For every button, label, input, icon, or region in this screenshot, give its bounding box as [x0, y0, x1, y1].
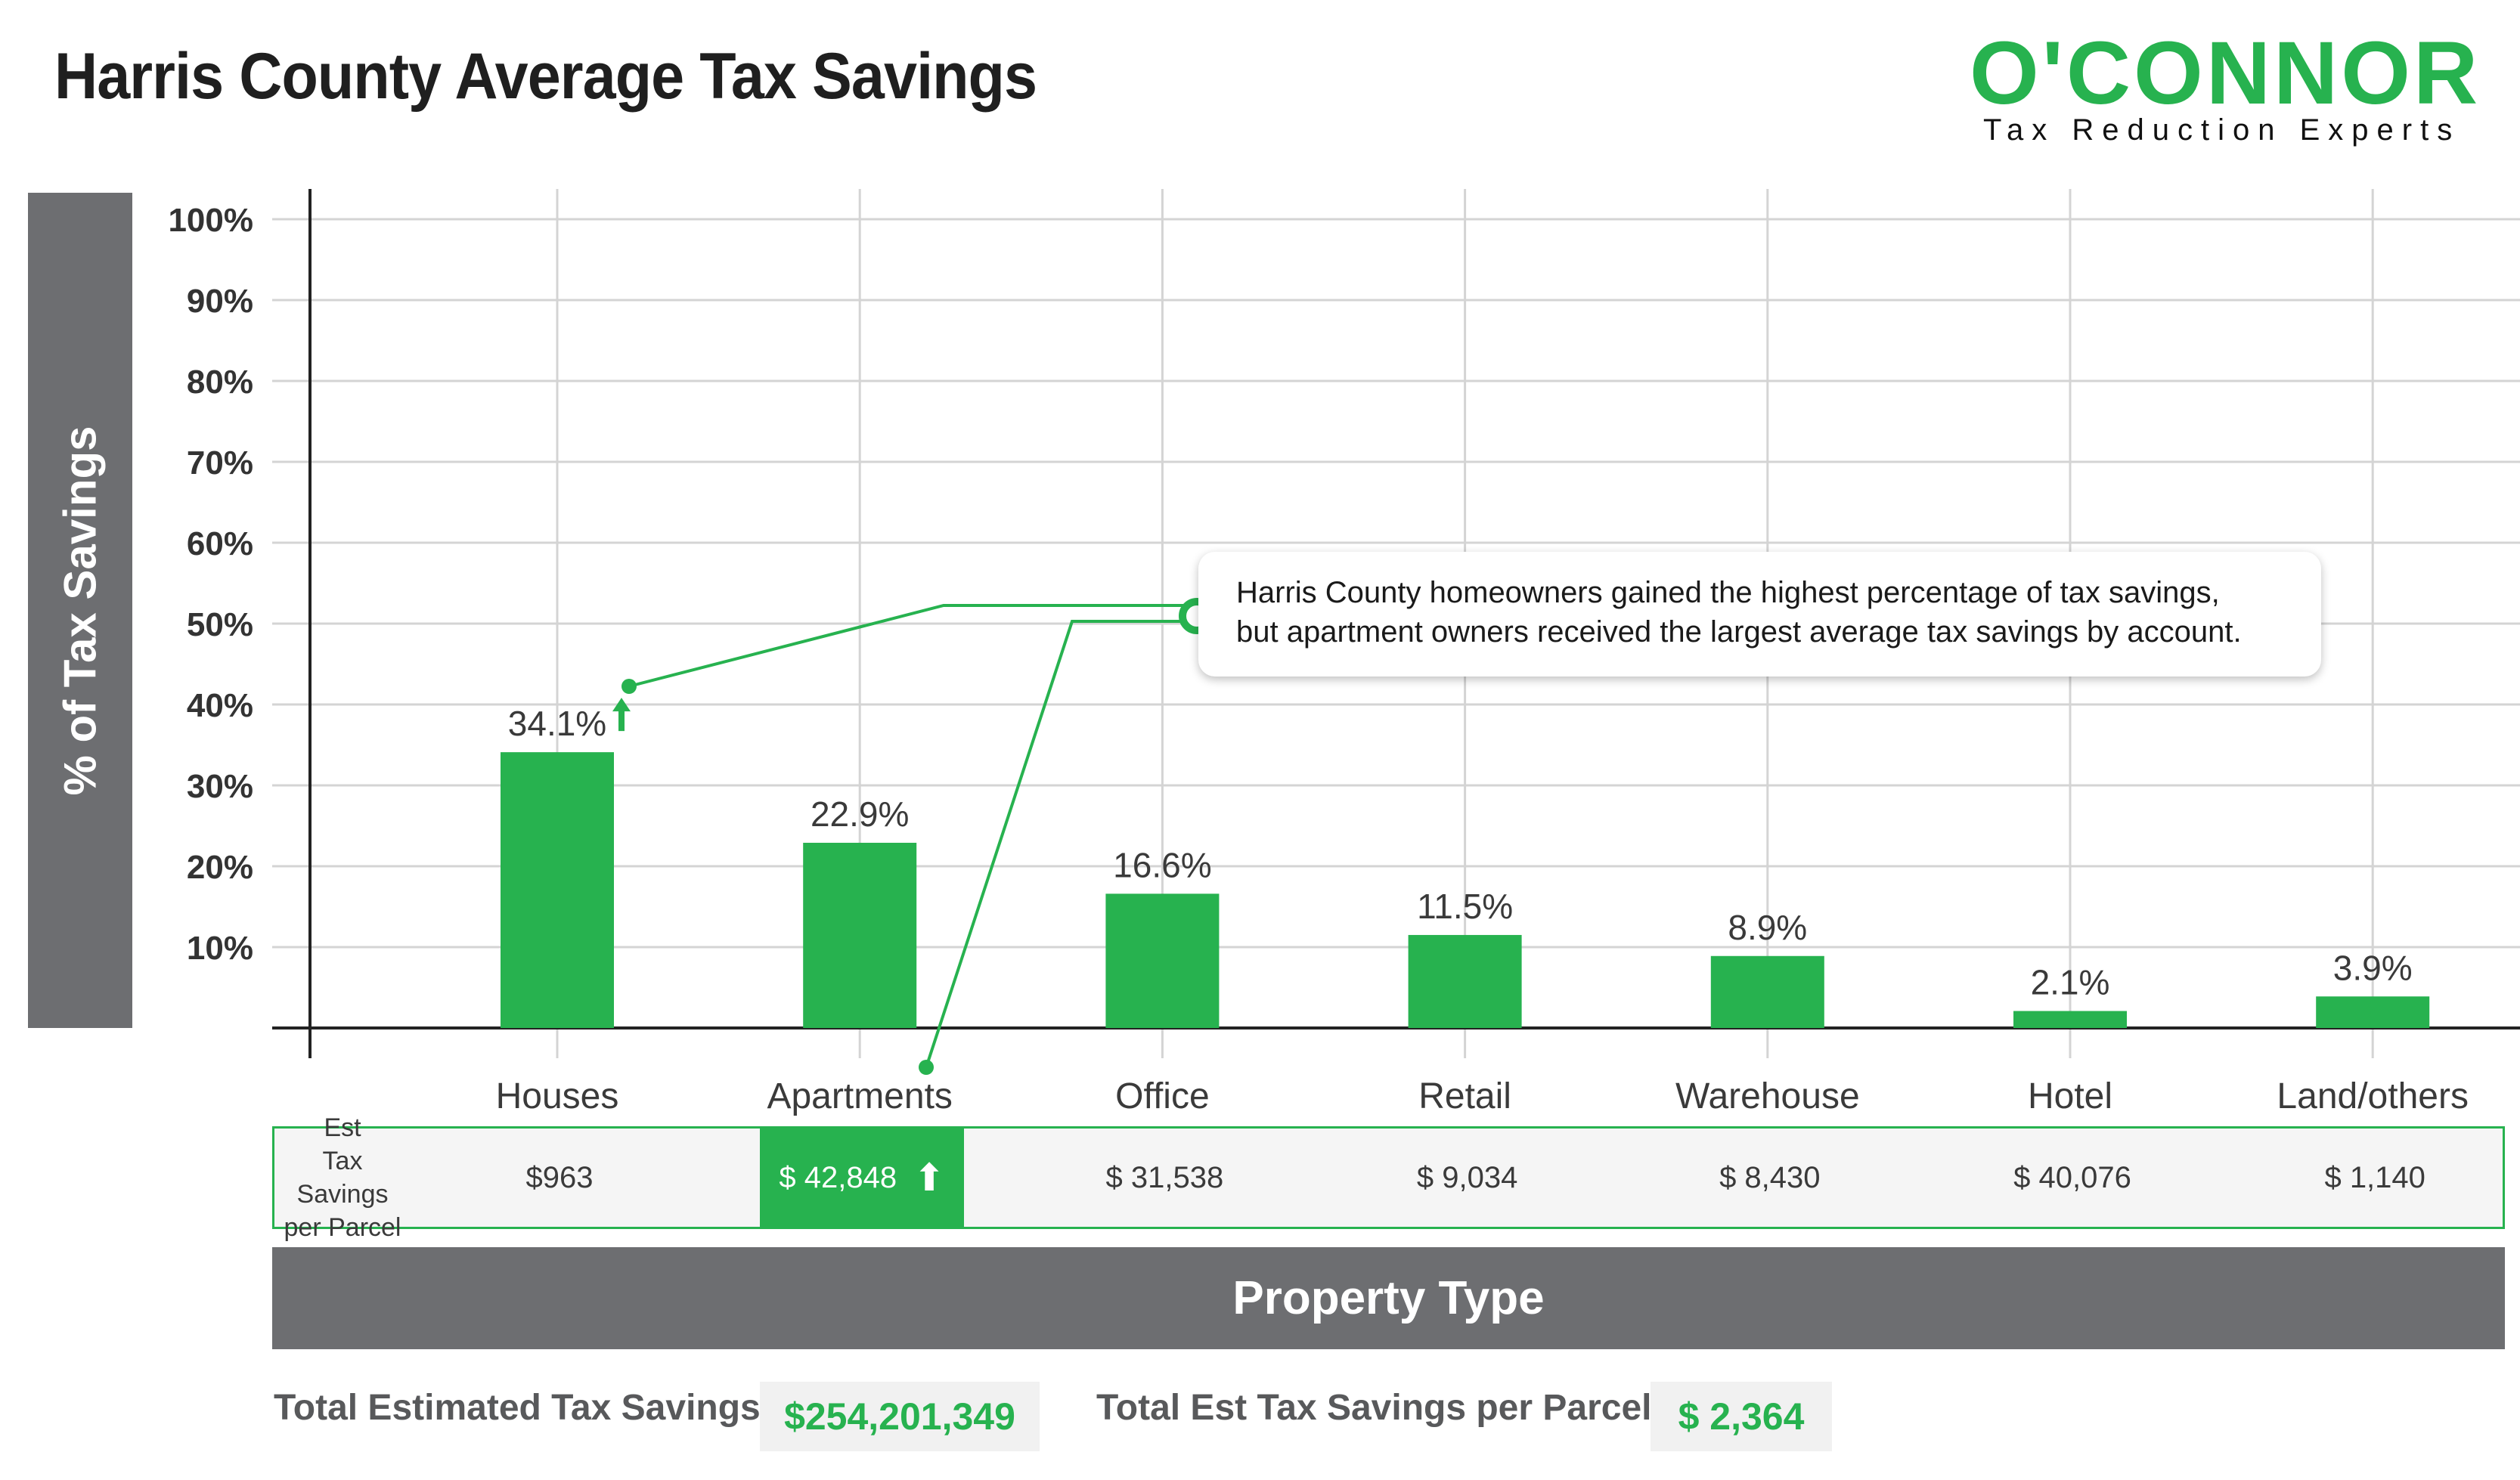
up-arrow-icon [612, 698, 631, 732]
bar-houses [501, 752, 614, 1028]
y-tick-label: 20% [187, 849, 253, 886]
bar-retail [1408, 934, 1522, 1028]
up-arrow-shaft [618, 708, 625, 732]
savings-value: $ 42,848 [779, 1160, 897, 1194]
savings-cell: $ 31,538 [1051, 1129, 1278, 1227]
bar-apartments [803, 842, 917, 1028]
chart-title: Harris County Average Tax Savings [54, 40, 1037, 113]
y-tick-label: 30% [187, 768, 253, 805]
x-axis-title: Property Type [1232, 1272, 1545, 1324]
y-tick-label: 70% [187, 444, 253, 481]
value-label: 22.9% [811, 794, 909, 834]
bar-hotel [2013, 1011, 2127, 1028]
category-labels: Houses Apartments Office Retail Warehouse Hot… [496, 1076, 2469, 1116]
savings-cell: $ 42,848 ⬆ [760, 1129, 965, 1227]
bars [501, 752, 2430, 1028]
category-label: Retail [1418, 1076, 1511, 1116]
total-savings-value: $254,201,349 [760, 1382, 1040, 1451]
bar-office [1105, 893, 1220, 1028]
connector-dot [919, 1060, 934, 1075]
callout-line-2: but apartment owners received the larges… [1236, 615, 2242, 649]
oconnor-logo: O'CONNOR Tax Reduction Experts [1970, 29, 2484, 150]
savings-cell: $ 9,034 [1354, 1129, 1581, 1227]
logo-wordmark: O'CONNOR [1970, 23, 2481, 123]
callout-line-1: Harris County homeowners gained the high… [1236, 576, 2220, 609]
category-label: Apartments [767, 1076, 952, 1116]
bar-warehouse [1710, 955, 1824, 1028]
savings-value: $ 31,538 [1105, 1160, 1224, 1194]
value-labels: 34.1% 22.9% 16.6% 11.5% 8.9% 2.1% 3.9% [508, 698, 2413, 1002]
value-label: 8.9% [1728, 908, 1807, 947]
category-label: Warehouse [1675, 1076, 1860, 1116]
category-label: Hotel [2028, 1076, 2112, 1116]
y-tick-labels: 10% 20% 30% 40% 50% 60% 70% 80% 90% 100% [168, 202, 253, 967]
value-label: 2.1% [2031, 963, 2110, 1002]
per-parcel-label: Total Est Tax Savings per Parcel [1096, 1388, 1652, 1428]
logo-tagline: Tax Reduction Experts [1983, 113, 2461, 147]
connector-houses [628, 604, 1198, 688]
savings-value: $ 1,140 [2324, 1160, 2425, 1194]
savings-value: $ 8,430 [1719, 1160, 1821, 1194]
up-arrow-icon: ⬆ [913, 1156, 945, 1199]
value-label: 11.5% [1417, 887, 1513, 926]
savings-cell: $ 40,076 [1959, 1129, 2186, 1227]
savings-cell: $963 [446, 1129, 673, 1227]
connector-dot [621, 679, 637, 694]
bar-land-others [2316, 996, 2430, 1028]
value-label: 3.9% [2333, 948, 2413, 987]
row-header-line: Est [324, 1113, 361, 1142]
x-axis-title-panel: Property Type [272, 1247, 2505, 1349]
savings-cell: $ 1,140 [2261, 1129, 2488, 1227]
y-tick-label: 100% [168, 202, 253, 239]
per-parcel-value: $ 2,364 [1651, 1382, 1832, 1451]
row-header: Est Tax Savings per Parcel [274, 1113, 411, 1242]
savings-cell: $ 8,430 [1657, 1129, 1883, 1227]
up-arrow-head [612, 698, 631, 712]
callout-box: Harris County homeowners gained the high… [1198, 552, 2321, 677]
row-header-line: per Parcel [284, 1213, 401, 1242]
connector-apartments [925, 620, 1198, 1068]
savings-per-parcel-row: Est Tax Savings per Parcel $963 $ 42,848 ⬆… [272, 1113, 2505, 1242]
y-tick-label: 90% [187, 283, 253, 320]
savings-value: $ 9,034 [1416, 1160, 1518, 1194]
category-label: Houses [496, 1076, 619, 1116]
bar-chart: 10% 20% 30% 40% 50% 60% 70% 80% 90% 100% 34.1% 22.… [168, 189, 2520, 1116]
y-tick-label: 10% [187, 930, 253, 967]
y-axis-title-panel: % of Tax Savings [28, 193, 132, 1028]
y-tick-label: 80% [187, 364, 253, 401]
y-tick-label: 50% [187, 606, 253, 643]
y-tick-label: 60% [187, 525, 253, 562]
value-label: 16.6% [1113, 845, 1211, 884]
category-label: Office [1115, 1076, 1210, 1116]
row-header-line: Tax Savings [296, 1147, 389, 1209]
y-tick-label: 40% [187, 687, 253, 724]
savings-value: $963 [525, 1160, 594, 1194]
value-label: 34.1% [508, 704, 606, 743]
savings-value: $ 40,076 [2013, 1160, 2131, 1194]
total-savings-label: Total Estimated Tax Savings [274, 1388, 761, 1428]
category-label: Land/others [2277, 1076, 2469, 1116]
